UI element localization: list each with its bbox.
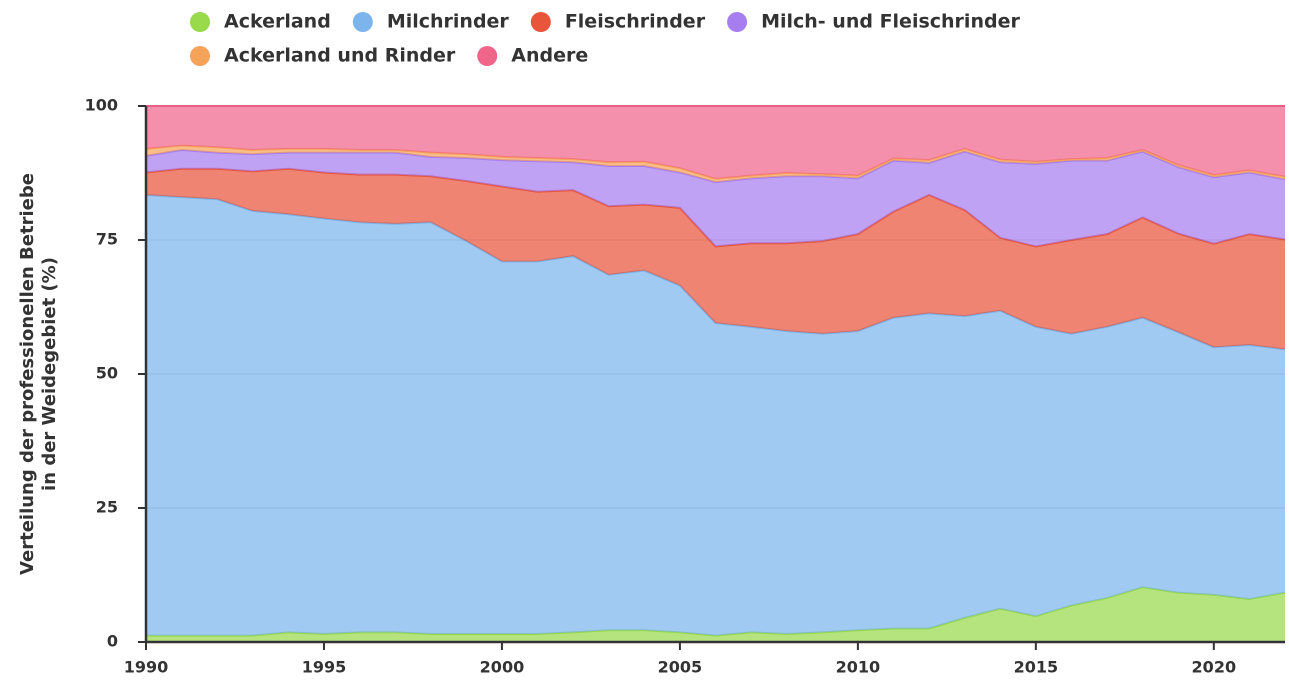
legend-marker [190, 12, 210, 32]
y-tick-label: 50 [96, 364, 118, 383]
legend-label: Ackerland und Rinder [224, 45, 456, 67]
x-tick-label: 2000 [480, 658, 525, 677]
x-tick-label: 2015 [1014, 658, 1059, 677]
legend-label: Andere [511, 45, 588, 67]
y-axis-title: Verteilung der professionellen Betriebe … [17, 173, 60, 575]
y-axis-title-line: Verteilung der professionellen Betriebe [17, 173, 38, 575]
legend-marker [727, 12, 748, 32]
area-fill [146, 587, 1285, 642]
x-tick-label: 2020 [1192, 658, 1237, 677]
area-fill [146, 168, 1285, 350]
x-tick-label: 1990 [124, 658, 169, 677]
area-fill [146, 145, 1285, 183]
y-tick-label: 75 [96, 230, 118, 249]
y-tick-label: 25 [96, 498, 118, 517]
legend-label: Fleischrinder [565, 11, 706, 33]
area-fill [146, 194, 1285, 636]
legend-marker [352, 12, 373, 32]
y-tick-label: 0 [107, 632, 118, 651]
x-tick-label: 2005 [658, 658, 703, 677]
legend-label: Milchrinder [387, 11, 510, 33]
x-tick-label: 1995 [302, 658, 347, 677]
x-tick-label: 2010 [836, 658, 881, 677]
y-axis-title-line: in der Weidegebiet (%) [39, 257, 60, 491]
legend-label: Ackerland [224, 11, 331, 33]
area-fill [146, 106, 1285, 179]
y-tick-label: 100 [85, 96, 118, 115]
legend-marker [530, 12, 551, 32]
area-fill [146, 149, 1285, 247]
legend: Ackerland Milchrinder Fleischrinder Milch- … [190, 11, 1020, 67]
legend-marker [477, 46, 498, 66]
legend-label: Milch- und Fleischrinder [761, 11, 1020, 33]
legend-marker [190, 46, 210, 66]
